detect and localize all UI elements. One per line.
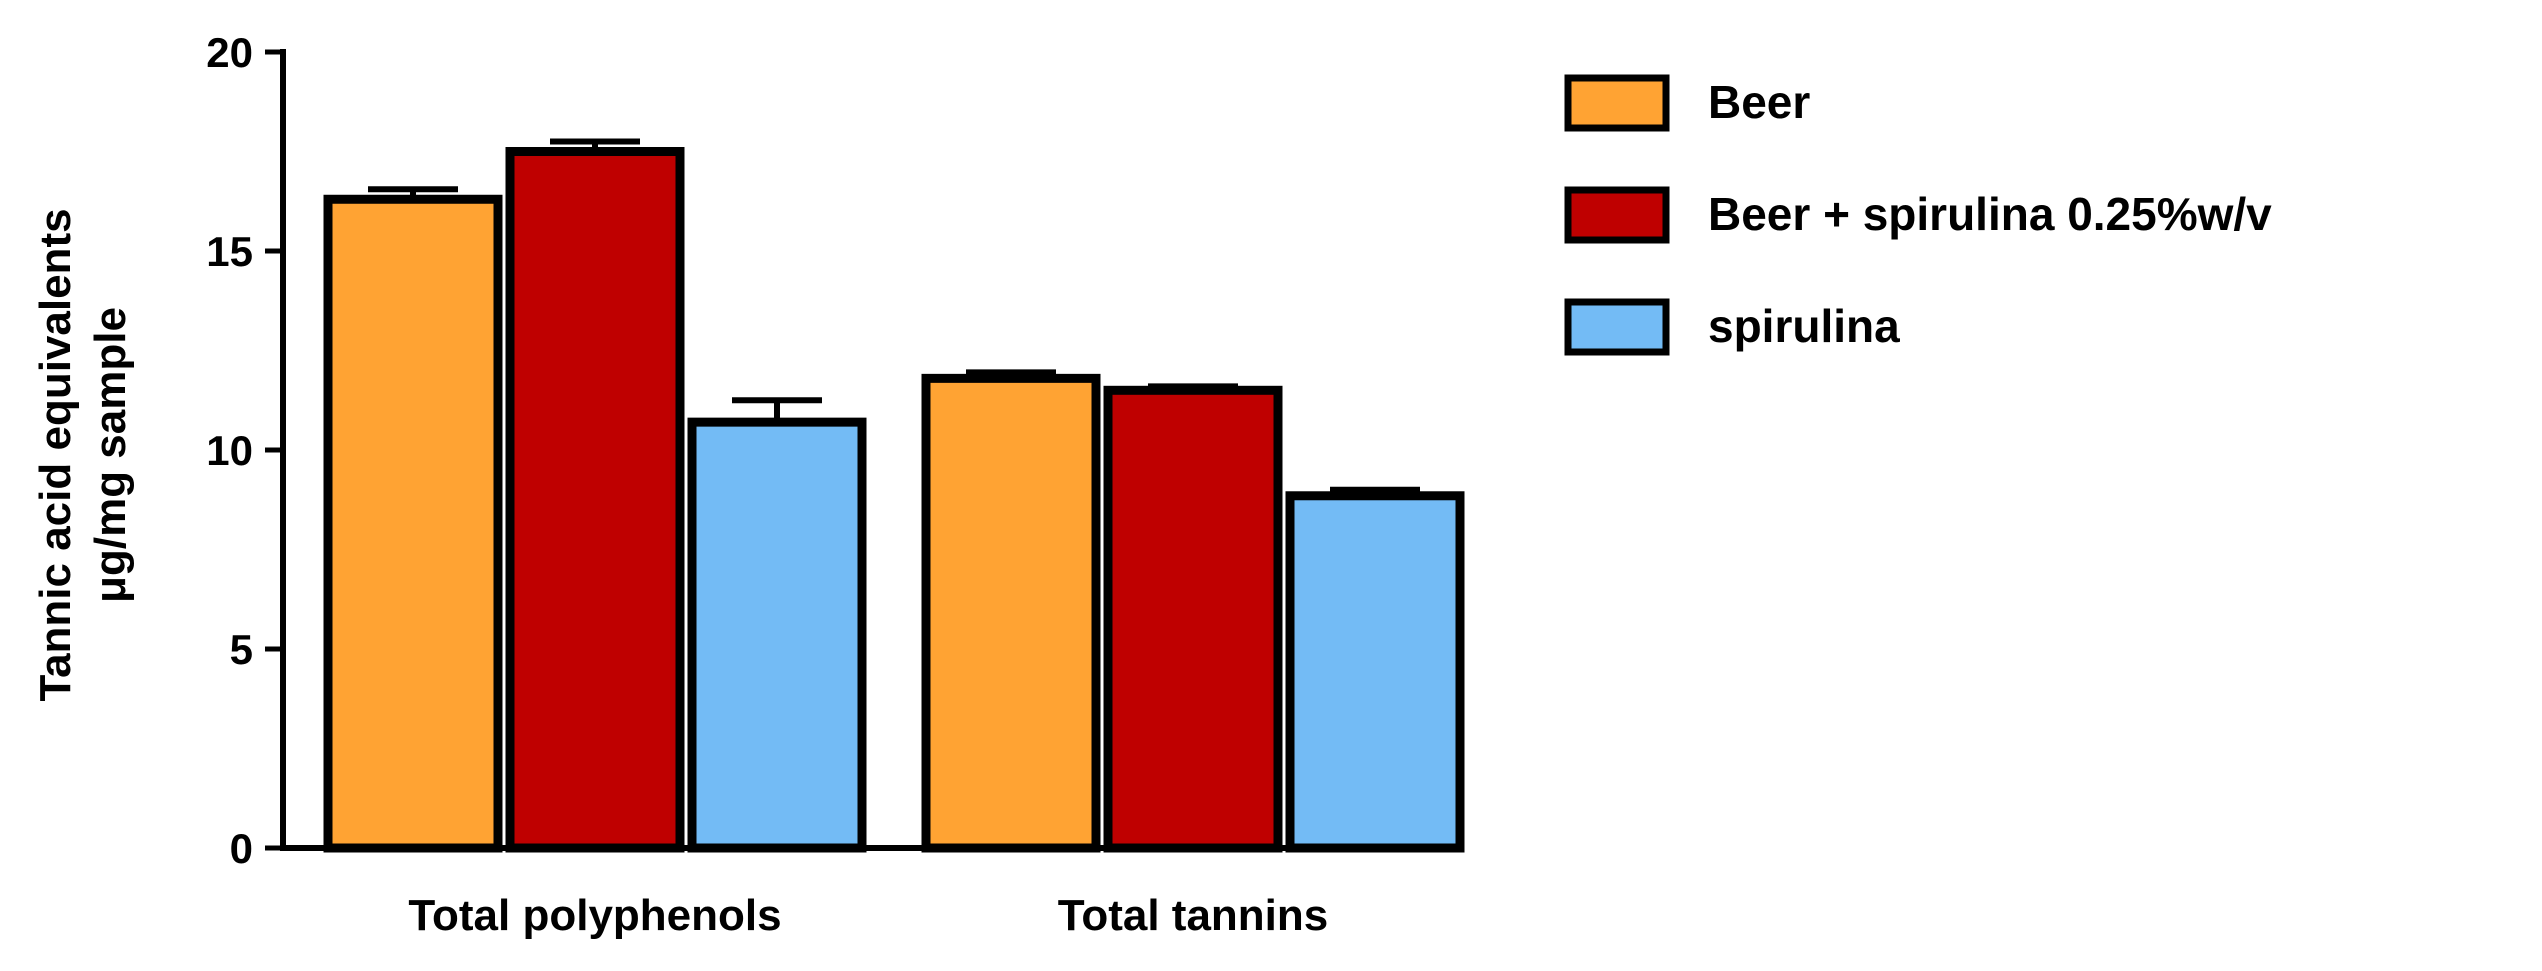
axes — [280, 49, 1462, 851]
y-axis-title: Tannic acid equivalents μg/mg sample — [31, 208, 135, 701]
bar-spirulina-1 — [1285, 491, 1465, 853]
y-tick-label: 10 — [206, 427, 253, 474]
y-axis-title-line-1: Tannic acid equivalents — [31, 208, 80, 701]
legend: Beer Beer + spirulina 0.25%w/v spirulina — [1564, 74, 2272, 356]
legend-label: spirulina — [1708, 300, 1900, 352]
bar-beer-spirulina-0-25-w-v-1 — [1103, 385, 1283, 853]
legend-swatch — [1564, 186, 1670, 244]
x-category-label: Total tannins — [1058, 891, 1329, 940]
y-axis-ticks: 0 5 10 15 20 — [206, 29, 283, 872]
category-labels: Total polyphenols Total tannins — [408, 891, 1328, 940]
legend-label: Beer — [1708, 76, 1810, 128]
y-tick-label: 20 — [206, 29, 253, 76]
bar-spirulina-0 — [687, 417, 867, 853]
bar-beer-1 — [921, 373, 1101, 853]
legend-swatch — [1564, 74, 1670, 132]
legend-label: Beer + spirulina 0.25%w/v — [1708, 188, 2272, 240]
y-tick-label: 0 — [230, 825, 253, 872]
bars-group — [323, 138, 1465, 853]
x-category-label: Total polyphenols — [408, 891, 781, 940]
y-tick-label: 5 — [230, 626, 253, 673]
bar-beer-0 — [323, 194, 503, 853]
legend-swatch — [1564, 298, 1670, 356]
y-axis-title-line-2: μg/mg sample — [86, 307, 135, 603]
bar-beer-spirulina-0-25-w-v-0 — [505, 147, 685, 853]
y-tick-label: 15 — [206, 228, 253, 275]
